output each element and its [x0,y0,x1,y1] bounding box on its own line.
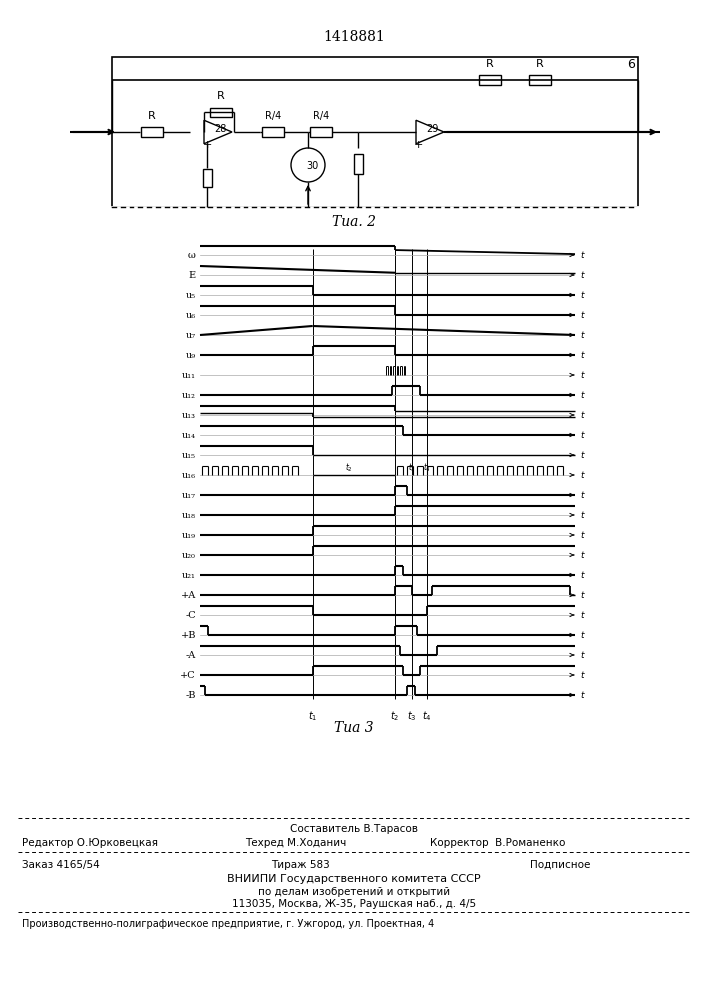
Text: Техред М.Ходанич: Техред М.Ходанич [245,838,346,848]
Text: t: t [580,690,583,700]
Text: Редактор О.Юрковецкая: Редактор О.Юрковецкая [22,838,158,848]
Text: u₁₆: u₁₆ [182,471,196,480]
Text: 30: 30 [306,161,318,171]
Text: u₁₄: u₁₄ [182,430,196,440]
Text: 29: 29 [426,124,438,134]
Text: u₁₃: u₁₃ [182,410,196,420]
Text: Τиа 3: Τиа 3 [334,721,374,735]
Text: u₂₁: u₂₁ [182,570,196,580]
Text: $t_3$: $t_3$ [408,461,416,474]
Bar [310,127,332,137]
Text: +A: +A [181,590,196,599]
Text: ω: ω [188,250,196,259]
Bar [141,127,163,137]
Text: по делам изобретений и открытий: по делам изобретений и открытий [258,887,450,897]
Text: t: t [580,610,583,619]
Text: u₁₅: u₁₅ [182,450,196,460]
Text: 28: 28 [214,124,226,134]
Text: $t_3$: $t_3$ [407,709,416,723]
Text: -C: -C [185,610,196,619]
Bar [479,75,501,85]
Text: t: t [580,430,583,440]
Text: t: t [580,250,583,259]
Bar [112,57,638,207]
Text: E: E [189,270,196,279]
Text: u₉: u₉ [186,351,196,360]
Bar [354,154,363,174]
Text: t: t [580,490,583,499]
Text: Подписное: Подписное [530,860,590,870]
Text: $t_2$: $t_2$ [390,709,399,723]
Text: Τиа. 2: Τиа. 2 [332,215,376,229]
Text: +: + [414,140,423,150]
Text: t: t [580,370,583,379]
Text: R: R [486,59,494,69]
Text: t: t [580,530,583,540]
Text: Производственно-полиграфическое предприятие, г. Ужгород, ул. Проектная, 4: Производственно-полиграфическое предприя… [22,919,434,929]
Text: u₆: u₆ [186,310,196,320]
Text: R: R [217,91,225,101]
Text: t: t [580,450,583,460]
Text: t: t [580,351,583,360]
Text: 1418881: 1418881 [323,30,385,44]
Text: u₂₀: u₂₀ [182,550,196,560]
Text: t: t [580,550,583,560]
Text: t: t [580,510,583,520]
Text: t: t [580,471,583,480]
Bar [262,127,284,137]
Text: u₁₂: u₁₂ [182,390,196,399]
Text: u₁₉: u₁₉ [182,530,196,540]
Text: t: t [580,390,583,399]
Bar [210,107,232,116]
Text: $t_4$: $t_4$ [422,709,432,723]
Text: t: t [580,330,583,340]
Text: t: t [580,650,583,660]
Text: -A: -A [186,650,196,660]
Text: t: t [580,270,583,279]
Text: $t_2$: $t_2$ [345,461,353,474]
Text: Тираж 583: Тираж 583 [271,860,329,870]
Text: R/4: R/4 [313,111,329,121]
Text: t: t [580,310,583,320]
Text: 113035, Москва, Ж-35, Раушская наб., д. 4/5: 113035, Москва, Ж-35, Раушская наб., д. … [232,899,476,909]
Bar [202,169,211,187]
Text: t: t [580,670,583,680]
Text: R/4: R/4 [265,111,281,121]
Text: ВНИИПИ Государственного комитета СССР: ВНИИПИ Государственного комитета СССР [227,874,481,884]
Bar [529,75,551,85]
Text: 6: 6 [627,57,635,70]
Text: t: t [580,570,583,580]
Text: $t_4$: $t_4$ [423,461,431,474]
Text: u₁₈: u₁₈ [182,510,196,520]
Text: +: + [202,140,211,150]
Text: Составитель В.Тарасов: Составитель В.Тарасов [290,824,418,834]
Text: t: t [580,410,583,420]
Text: Корректор  В.Романенко: Корректор В.Романенко [430,838,566,848]
Text: -B: -B [185,690,196,700]
Text: u₁₇: u₁₇ [182,490,196,499]
Text: u₇: u₇ [186,330,196,340]
Text: t: t [580,631,583,640]
Text: t: t [580,590,583,599]
Text: +C: +C [180,670,196,680]
Text: u₁₁: u₁₁ [182,370,196,379]
Text: t: t [580,290,583,300]
Text: Заказ 4165/54: Заказ 4165/54 [22,860,100,870]
Text: R: R [536,59,544,69]
Text: u₅: u₅ [186,290,196,300]
Text: R: R [148,111,156,121]
Text: $t_1$: $t_1$ [308,709,317,723]
Text: +B: +B [180,631,196,640]
